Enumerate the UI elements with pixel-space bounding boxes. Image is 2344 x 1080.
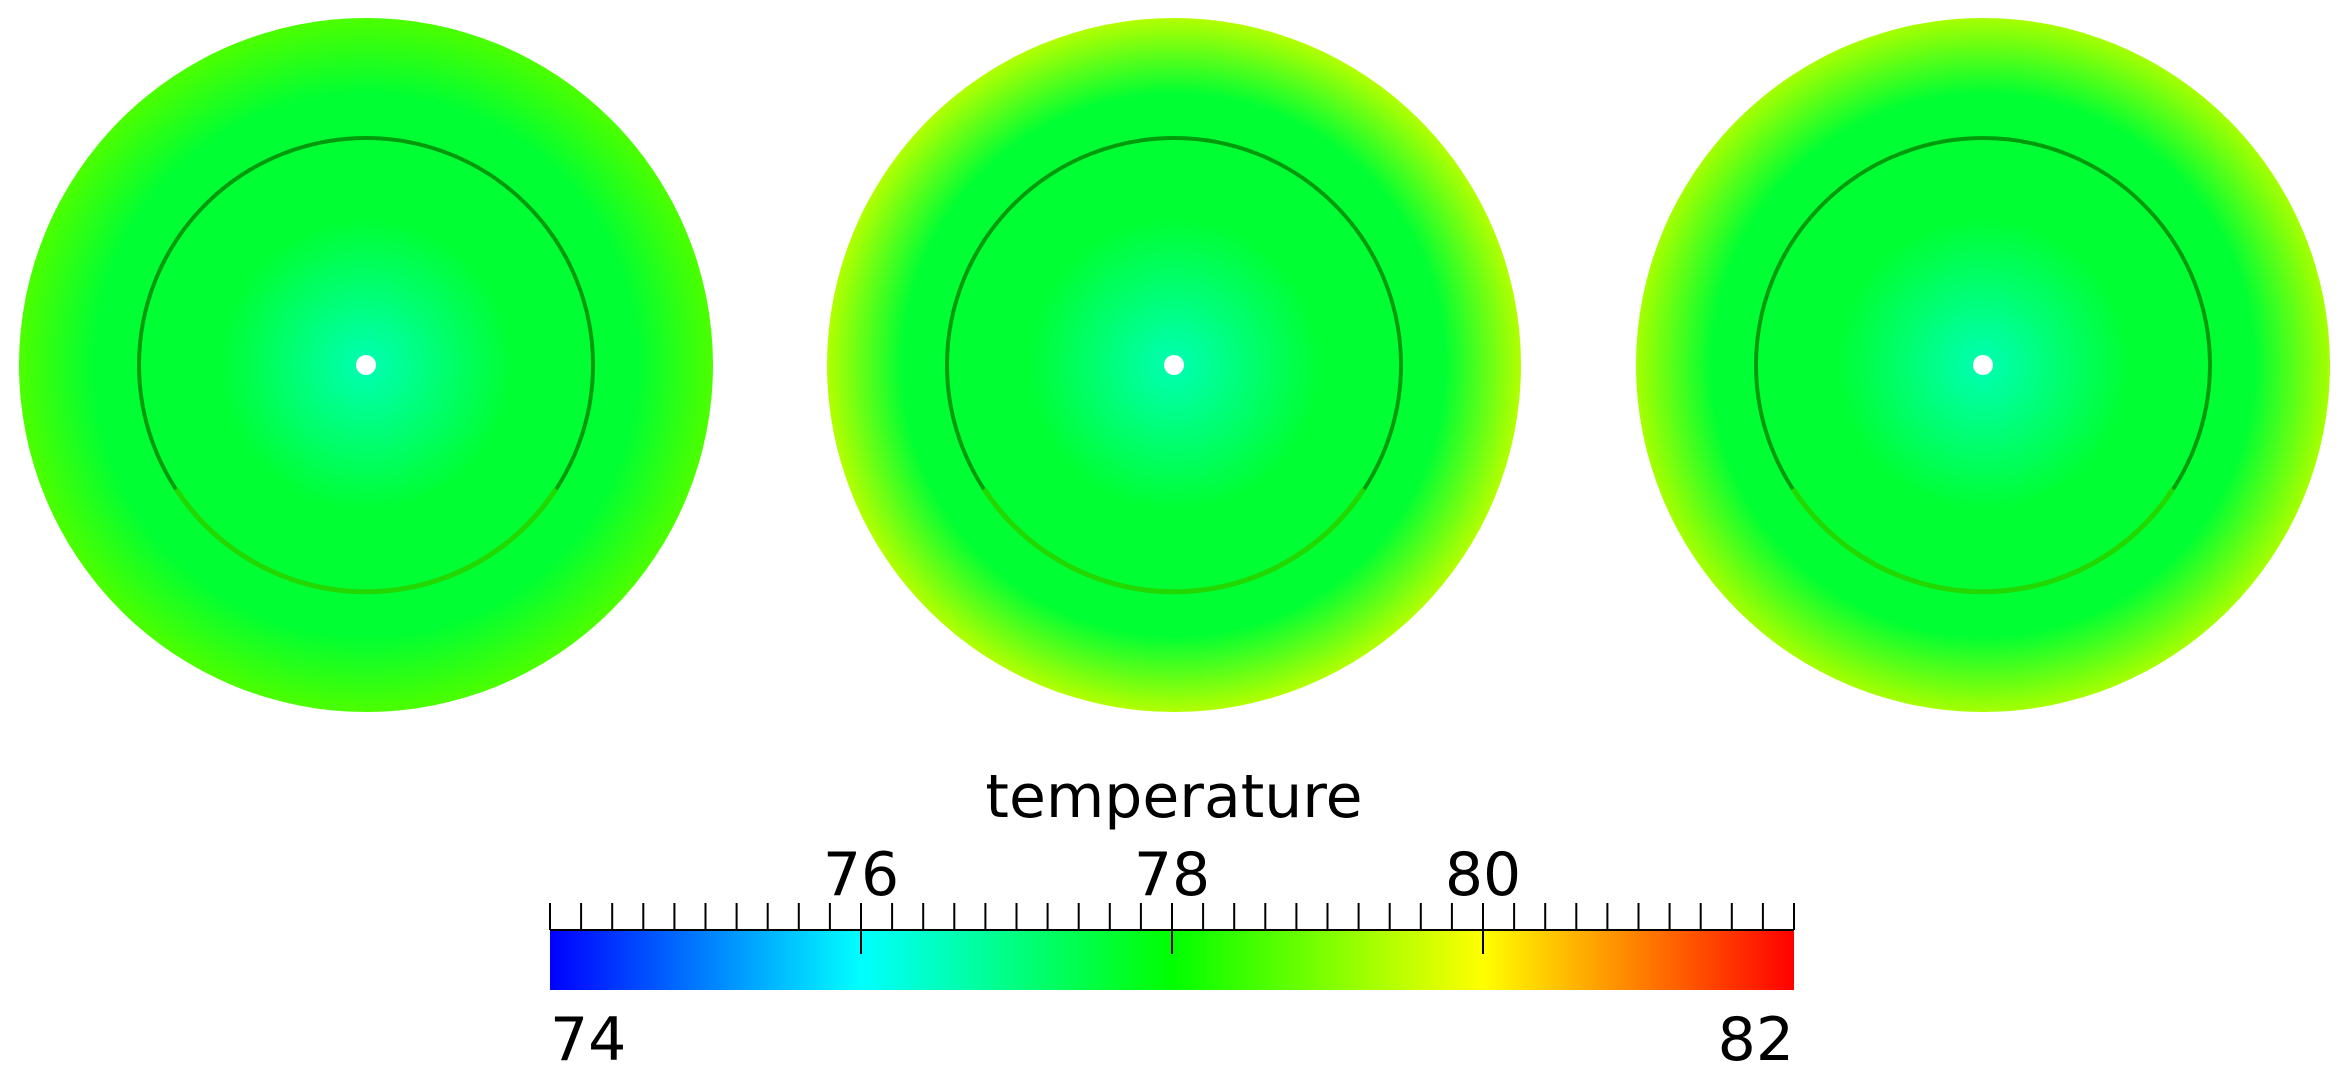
colorbar: temperature 76 78 80 74 82 — [549, 762, 1795, 1075]
inner-ring-lower-arc-right — [1790, 487, 2176, 595]
colorbar-major-label: 78 — [1134, 840, 1210, 910]
inner-ring-lower-arc-left — [173, 487, 559, 595]
center-hole-middle — [1164, 355, 1184, 375]
disk-panel-right — [1636, 18, 2330, 712]
disk-panels — [19, 18, 2330, 712]
center-hole-left — [356, 355, 376, 375]
colorbar-major-label: 76 — [823, 840, 899, 910]
colorbar-major-labels: 76 78 80 — [823, 840, 1521, 910]
center-hole-right — [1973, 355, 1993, 375]
colorbar-title: temperature — [985, 762, 1362, 832]
disk-panel-left — [19, 18, 713, 712]
colorbar-max-label: 82 — [1718, 1005, 1794, 1075]
colorbar-min-label: 74 — [550, 1005, 626, 1075]
colorbar-ticks — [549, 903, 1795, 954]
colorbar-major-label: 80 — [1445, 840, 1521, 910]
inner-ring-lower-arc-middle — [981, 487, 1367, 595]
disk-panel-middle — [827, 18, 1521, 712]
